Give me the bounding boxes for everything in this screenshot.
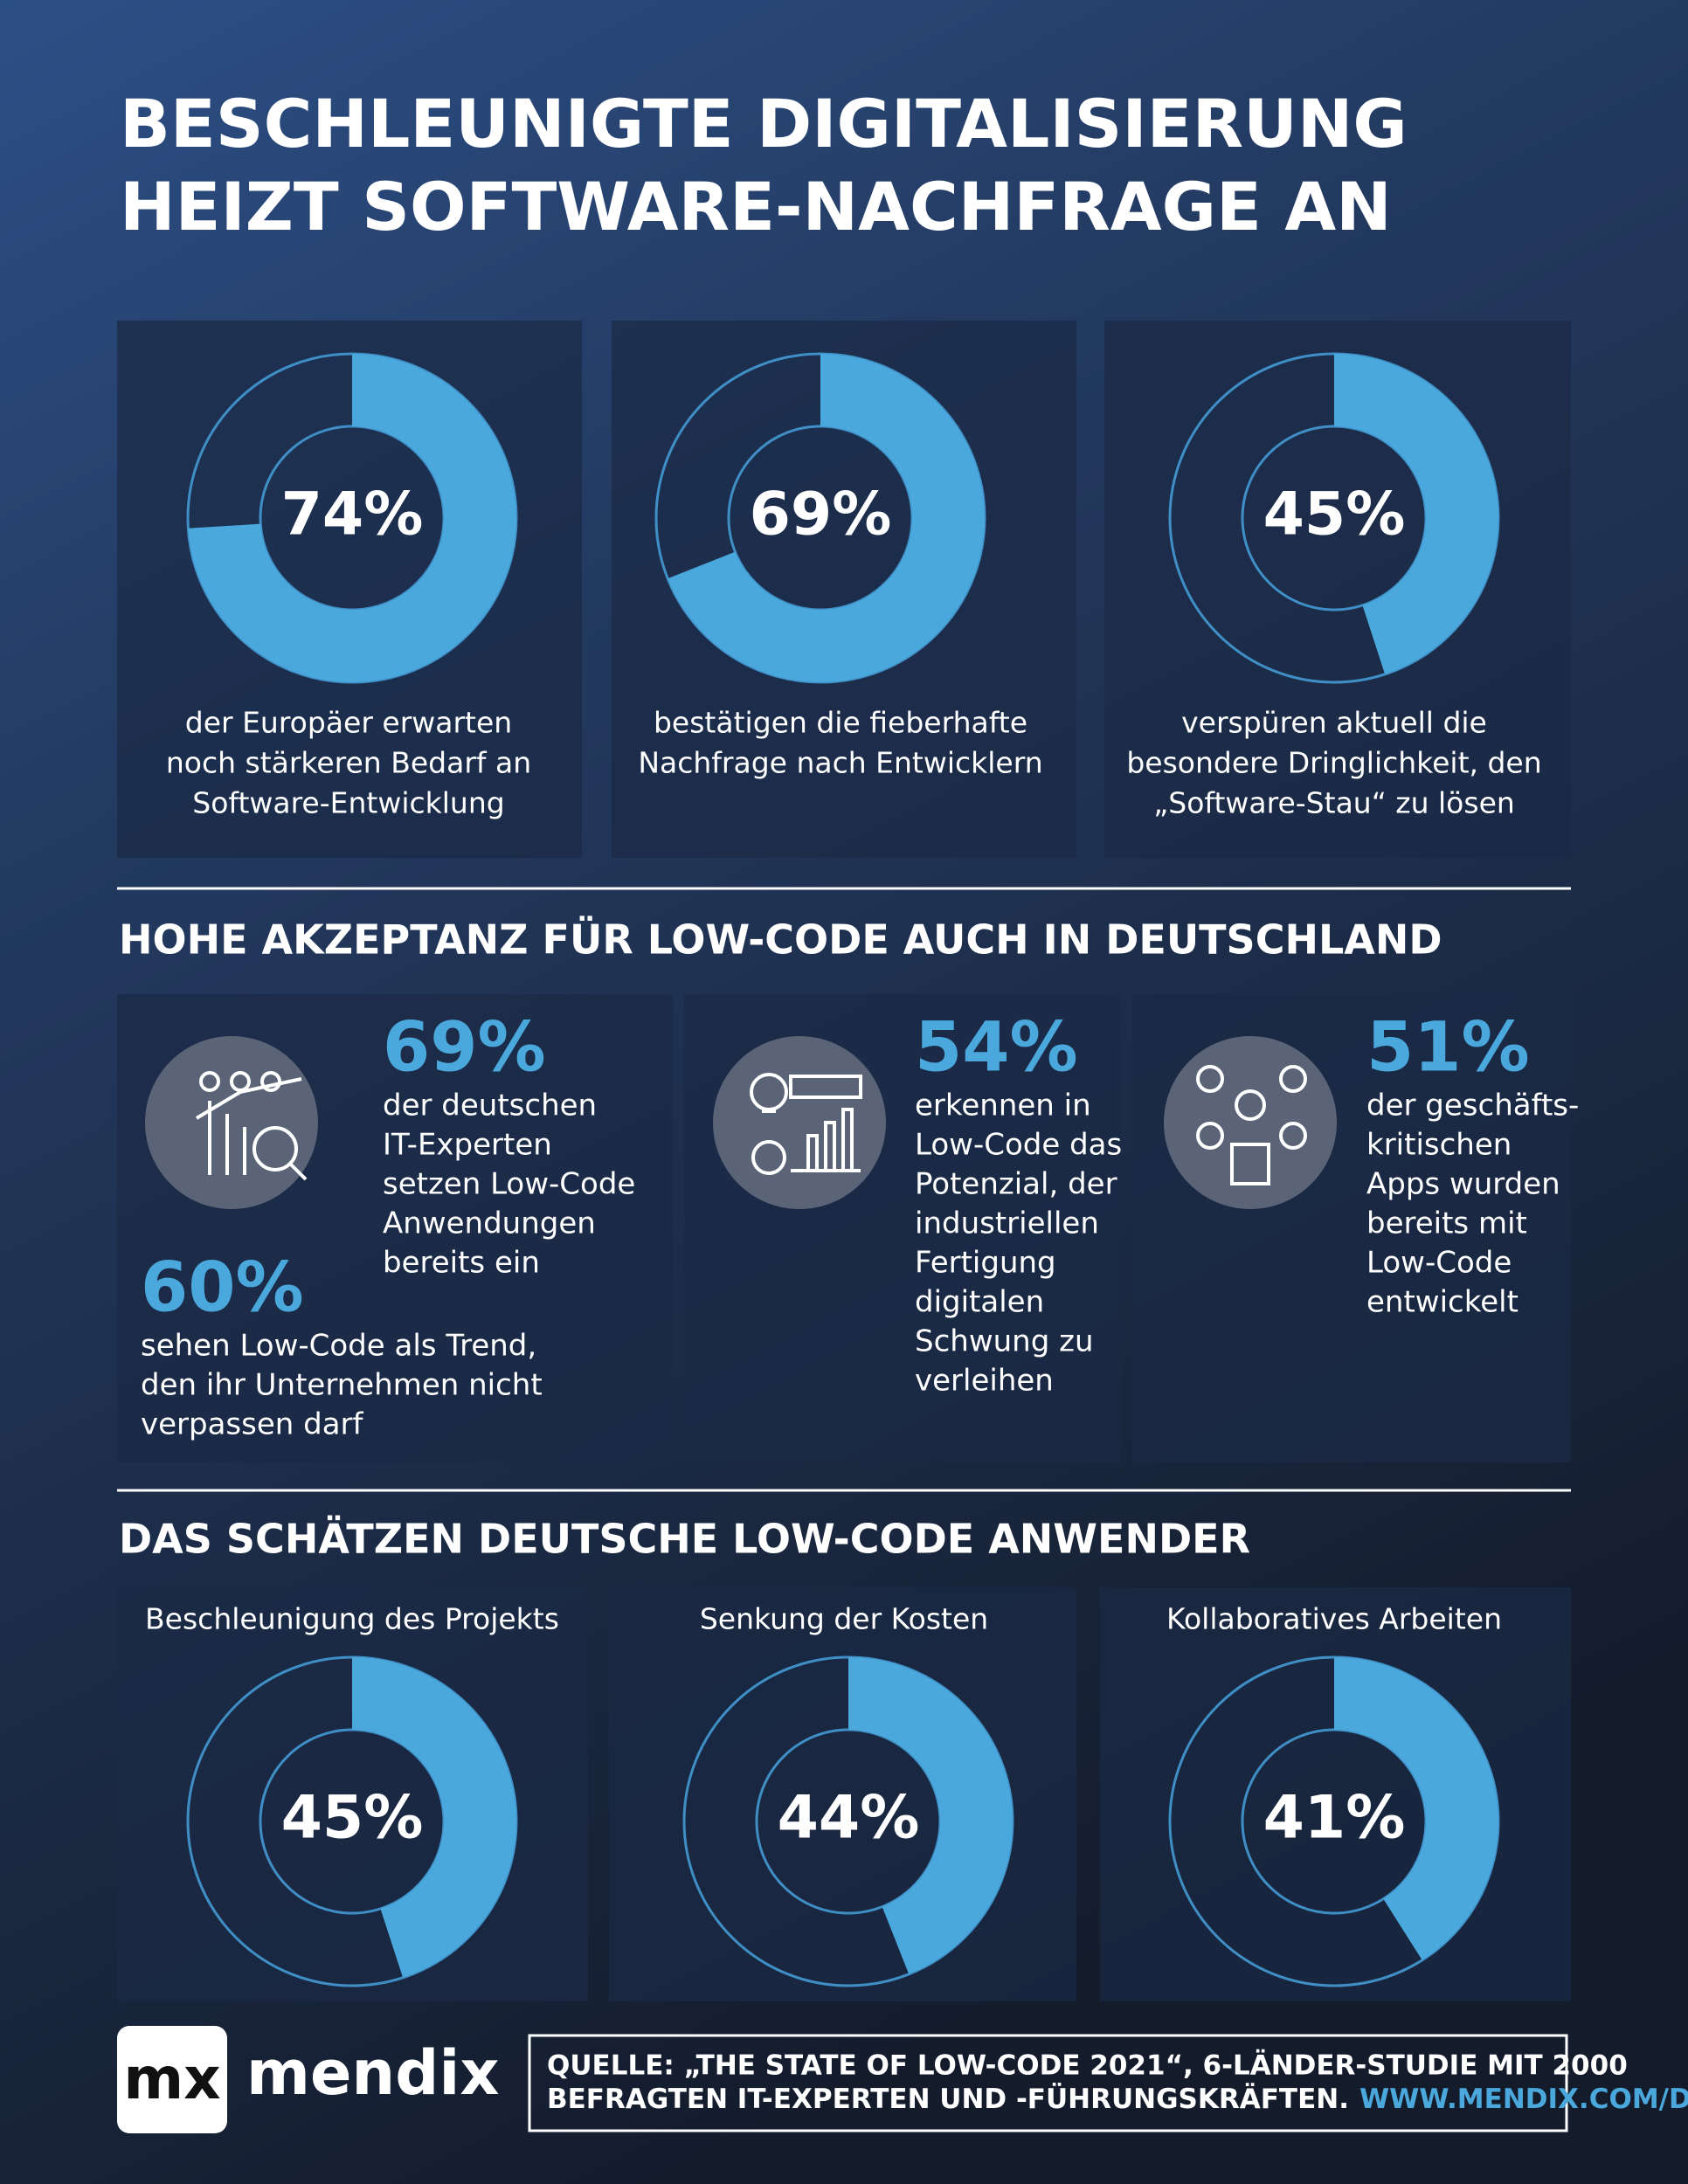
section-heading: HOHE AKZEPTANZ FÜR LOW-CODE AUCH IN DEUT… [119,916,1442,964]
donut-arc [668,354,985,682]
stat-text: bereits mit [1366,1206,1527,1241]
stat-text: digitalen [915,1285,1044,1320]
stat-text: Low-Code das [915,1128,1122,1163]
donut-arc [848,1656,1013,1974]
stat-text: entwickelt [1366,1285,1519,1320]
stat-text: kritischen [1366,1128,1512,1163]
stat-text: verpassen darf [141,1407,364,1442]
stat-value: 60% [141,1248,304,1327]
donut-description: bestätigen die fieberhafte [654,706,1027,740]
donut-label: 41% [1263,1784,1406,1853]
logo-box [117,2026,227,2133]
source-box [528,2034,1568,2132]
source-url: WWW.MENDIX.COM/DE [1359,2084,1688,2115]
stat-text: Apps wurden [1366,1167,1560,1202]
stat-text: verleihen [915,1364,1054,1399]
stat-text: Fertigung [915,1246,1056,1281]
source-text: BEFRAGTEN IT-EXPERTEN UND -FÜHRUNGSKRÄFT… [547,2083,1349,2115]
stat-text: erkennen in [915,1089,1091,1123]
source-line: QUELLE: „THE STATE OF LOW-CODE 2021“, 6-… [547,2050,1628,2082]
donut-description: „Software-Stau“ zu lösen [1153,786,1515,820]
donut-label: 44% [778,1784,920,1853]
donut-description: noch stärkeren Bedarf an [166,746,531,780]
section-heading: DAS SCHÄTZEN DEUTSCHE LOW-CODE ANWENDER [119,1516,1250,1563]
stat-text: der geschäfts- [1366,1089,1579,1123]
donut-description: besondere Dringlichkeit, den [1126,746,1541,780]
stat-text: sehen Low-Code als Trend, [141,1329,536,1364]
stat-value: 54% [915,1008,1078,1087]
icons [145,1036,1337,1209]
title-line: HEIZT SOFTWARE-NACHFRAGE AN [120,168,1392,245]
donut-arc [1334,1657,1498,1960]
stat-text: Schwung zu [915,1324,1094,1359]
donut-description: Software-Entwicklung [192,786,504,820]
stat-text: Anwendungen [383,1206,596,1241]
donut-label: 74% [281,480,424,549]
stat-text: der deutschen [383,1089,597,1123]
donut-description: der Europäer erwarten [185,706,512,740]
source-line: BEFRAGTEN IT-EXPERTEN UND -FÜHRUNGSKRÄFT… [547,2083,1688,2115]
donut-label: 69% [750,480,892,549]
donut-arc [352,1657,516,1978]
stat-text: IT-Experten [383,1128,552,1163]
donut-description: verspüren aktuell die [1181,706,1487,740]
donut-title: Beschleunigung des Projekts [145,1602,559,1636]
logo-mark: mx [123,2045,220,2112]
stat-text: bereits ein [383,1246,540,1281]
stat-text: setzen Low-Code [383,1167,635,1202]
stat-text: Potenzial, der [915,1167,1117,1202]
stat-value: 51% [1366,1008,1530,1087]
donut-label: 45% [1263,480,1406,549]
title-line: BESCHLEUNIGTE DIGITALISIERUNG [120,85,1408,162]
stat-text: den ihr Unternehmen nicht [141,1368,543,1403]
stat-text: Low-Code [1366,1246,1512,1281]
stat-value: 69% [383,1008,546,1087]
donut-title: Kollaboratives Arbeiten [1166,1602,1502,1636]
donut-label: 45% [281,1784,424,1853]
stat-text: industriellen [915,1206,1099,1241]
donut-title: Senkung der Kosten [700,1602,988,1636]
logo-text: mendix [246,2037,500,2109]
donut-description: Nachfrage nach Entwicklern [638,746,1042,780]
donut-arc [188,354,516,682]
donut-arc [1334,354,1499,674]
